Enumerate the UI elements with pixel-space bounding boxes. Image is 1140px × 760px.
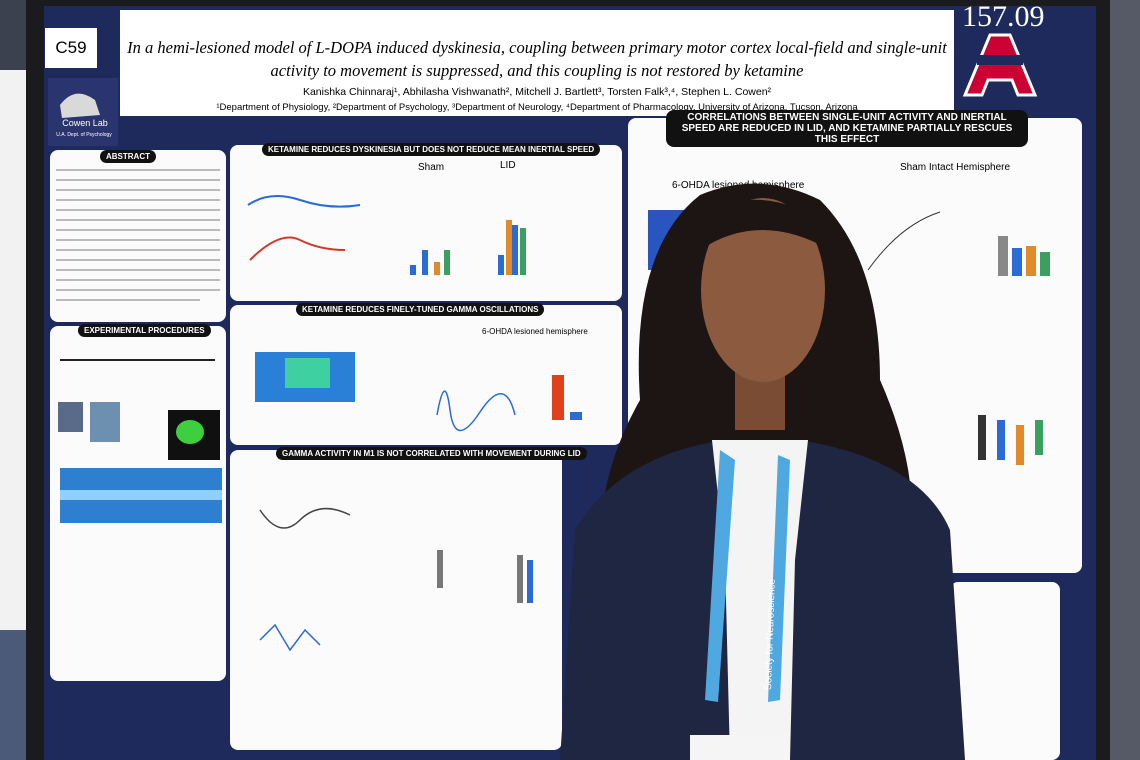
section-header: CORRELATIONS BETWEEN SINGLE-UNIT ACTIVIT… [666, 110, 1028, 147]
affiliations: ¹Department of Physiology, ²Department o… [216, 102, 858, 113]
section-header: EXPERIMENTAL PROCEDURES [78, 324, 211, 337]
abstract-panel [50, 150, 226, 322]
section-header: KETAMINE REDUCES FINELY-TUNED GAMMA OSCI… [296, 303, 545, 316]
board-label: C59 [45, 28, 97, 68]
lanyard-text: Society for Neuroscience [763, 578, 778, 690]
section-header: GAMMA ACTIVITY IN M1 IS NOT CORRELATED W… [276, 447, 587, 460]
poster-title: In a hemi-lesioned model of L-DOPA induc… [127, 38, 947, 80]
section-header: ABSTRACT [100, 150, 156, 163]
panel-label: 6-OHDA lesioned hemisphere [482, 327, 588, 336]
conclusion-panel [950, 582, 1060, 760]
authors: Kanishka Chinnaraj¹, Abhilasha Vishwanat… [302, 86, 772, 98]
panel-label: LID [500, 160, 516, 171]
poster-number: 157.09 [962, 0, 1045, 33]
gamma-m1-panel [230, 450, 562, 750]
panel-label: Sham [418, 162, 445, 173]
section-header: KETAMINE REDUCES DYSKINESIA BUT DOES NOT… [262, 143, 601, 156]
lab-dept: U.A. Dept. of Psychology [56, 132, 112, 138]
panel-label: Sham Intact Hemisphere [900, 162, 1011, 173]
lab-name: Cowen Lab [62, 118, 108, 128]
